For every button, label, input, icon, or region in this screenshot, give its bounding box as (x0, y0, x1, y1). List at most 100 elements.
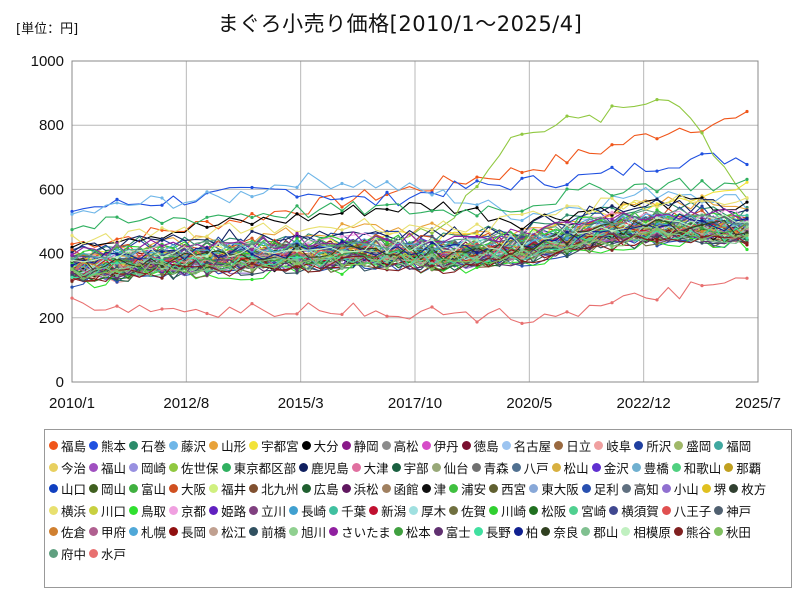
series-point (520, 259, 524, 263)
legend-label: 堺 (713, 482, 727, 498)
legend-marker-icon (209, 527, 219, 537)
series-point (250, 261, 254, 265)
legend-item: 佐倉 (49, 521, 86, 543)
legend-label: 川崎 (501, 503, 527, 519)
x-tick-label: 2025/7 (735, 395, 781, 412)
legend-item: 仙台 (431, 457, 469, 479)
legend-label: 松本 (405, 525, 431, 541)
series-point (250, 195, 254, 199)
series-point (745, 276, 749, 280)
legend-label: 那覇 (736, 460, 762, 476)
series-point (430, 221, 434, 225)
legend-label: 千葉 (341, 503, 367, 519)
series-point (655, 190, 659, 194)
legend-marker-icon (381, 441, 391, 451)
legend-marker-icon (661, 505, 671, 515)
series-point (700, 284, 704, 288)
legend-label: 伊丹 (433, 439, 459, 455)
y-tick-label: 800 (39, 117, 64, 134)
series-point (385, 250, 389, 254)
series-point (700, 179, 704, 183)
x-tick-label: 2012/8 (163, 395, 209, 412)
legend-marker-icon (129, 484, 139, 494)
series-point (430, 256, 434, 260)
series-point (655, 205, 659, 209)
legend-label: 長岡 (181, 525, 207, 541)
series-point (295, 247, 299, 251)
legend-item: 松本 (393, 521, 431, 543)
series-point (475, 320, 479, 324)
series-point (430, 267, 434, 271)
legend-item: 所沢 (634, 435, 671, 457)
legend-item: 石巻 (129, 435, 166, 457)
series-point (160, 255, 164, 259)
legend-item: 厚木 (409, 500, 446, 522)
legend-item: 岡山 (89, 478, 126, 500)
legend-item: 鹿児島 (299, 457, 349, 479)
legend-marker-icon (329, 527, 339, 537)
series-point (610, 196, 614, 200)
legend-item: 川崎 (489, 500, 526, 522)
legend-item: 今治 (49, 457, 86, 479)
series-point (610, 104, 614, 108)
series-point (160, 250, 164, 254)
series-point (565, 249, 569, 253)
legend-label: 熊本 (101, 439, 127, 455)
series-point (745, 213, 749, 217)
legend-marker-icon (391, 462, 401, 472)
series-point (160, 228, 164, 232)
chart-title: まぐろ小売り価格[2010/1～2025/4] (217, 12, 583, 36)
legend-item: 松阪 (529, 500, 566, 522)
legend-marker-icon (529, 484, 539, 494)
series-point (250, 268, 254, 272)
series-point (475, 179, 479, 183)
series-point (250, 272, 254, 276)
series-point (115, 280, 119, 284)
legend-item: 佐世保 (169, 457, 219, 479)
legend-label: 高知 (633, 482, 659, 498)
legend-label: 新潟 (381, 503, 407, 519)
legend-label: 佐倉 (61, 525, 87, 541)
series-point (295, 195, 299, 199)
series-point (250, 229, 254, 233)
series-point (250, 259, 254, 263)
series-point (655, 227, 659, 231)
series-point (700, 213, 704, 217)
legend-item: 西宮 (489, 478, 526, 500)
series-point (295, 212, 299, 216)
legend-marker-icon (541, 527, 551, 537)
legend-item: 柏 (513, 521, 539, 543)
legend-item: 津 (421, 478, 446, 500)
series-point (385, 254, 389, 258)
legend-label: 長野 (485, 525, 511, 541)
y-tick-label: 200 (39, 310, 64, 327)
legend-item: 甲府 (89, 521, 126, 543)
series-point (610, 204, 614, 208)
legend-marker-icon (289, 527, 299, 537)
series-point (115, 201, 119, 205)
legend-label: 静岡 (353, 439, 379, 455)
series-point (385, 190, 389, 194)
legend-item: 足利 (581, 478, 619, 500)
legend-marker-icon (671, 462, 681, 472)
series-point (205, 225, 209, 229)
series-point (250, 241, 254, 246)
legend-marker-icon (129, 505, 139, 515)
series-point (70, 245, 74, 249)
series-point (295, 256, 299, 260)
series-point (475, 258, 479, 262)
series-point (70, 257, 74, 261)
legend-item: 大津 (351, 457, 389, 479)
legend-label: 柏 (525, 525, 539, 541)
series-point (70, 248, 74, 252)
series-point (700, 131, 704, 135)
series-point (295, 253, 299, 257)
series-point (115, 237, 119, 241)
legend-item: 川口 (89, 500, 126, 522)
series-point (430, 231, 434, 235)
series-line (71, 201, 748, 253)
series-point (115, 256, 119, 260)
series-point (520, 176, 524, 180)
series-point (205, 311, 209, 316)
series-point (70, 233, 74, 238)
